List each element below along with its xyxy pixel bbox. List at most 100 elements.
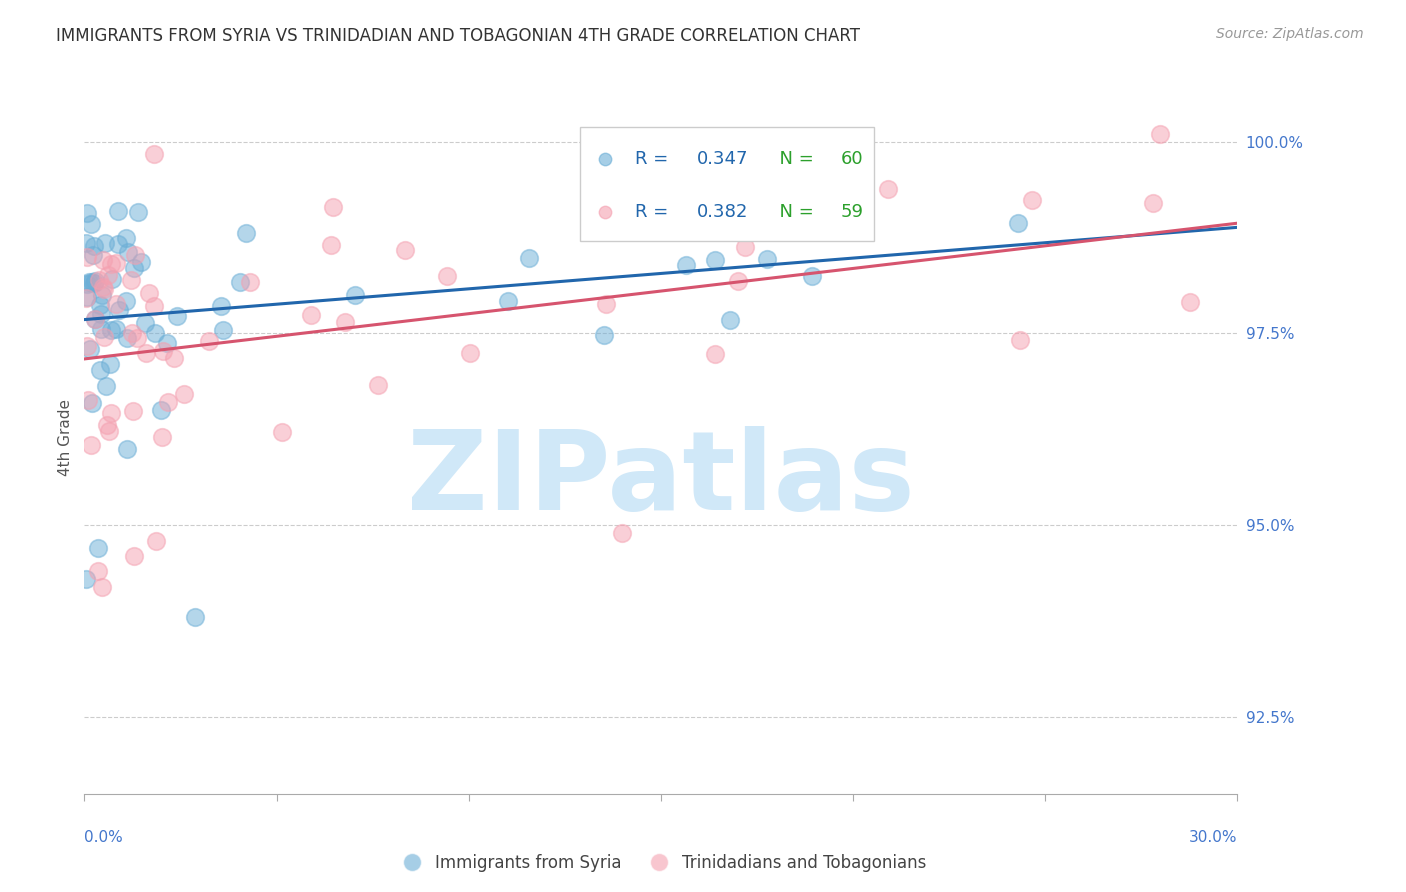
Point bbox=[229, 275, 252, 289]
Point bbox=[517, 251, 540, 265]
Point bbox=[100, 257, 122, 271]
Point bbox=[107, 236, 129, 251]
Point bbox=[124, 248, 146, 262]
Point bbox=[101, 272, 124, 286]
Point bbox=[91, 279, 114, 293]
Point bbox=[163, 351, 186, 366]
Text: 0.347: 0.347 bbox=[696, 150, 748, 168]
Point bbox=[143, 326, 166, 340]
Point bbox=[84, 311, 107, 326]
Point bbox=[89, 298, 111, 312]
Point bbox=[149, 402, 172, 417]
Point bbox=[75, 572, 97, 586]
Point bbox=[173, 387, 195, 401]
Point bbox=[703, 252, 725, 267]
Point bbox=[82, 396, 104, 410]
Point bbox=[662, 219, 685, 234]
Point bbox=[107, 303, 129, 318]
Point bbox=[93, 330, 115, 344]
Text: 60: 60 bbox=[841, 150, 863, 168]
Point bbox=[1149, 127, 1171, 141]
Point bbox=[96, 268, 118, 282]
Text: ZIPatlas: ZIPatlas bbox=[406, 426, 915, 533]
Point bbox=[1007, 216, 1029, 230]
Point bbox=[1142, 196, 1164, 211]
Point bbox=[84, 312, 107, 326]
Point bbox=[94, 378, 117, 392]
Point bbox=[91, 252, 114, 267]
Point bbox=[135, 346, 157, 360]
Point bbox=[98, 424, 121, 438]
Point bbox=[756, 252, 779, 266]
Point bbox=[83, 274, 105, 288]
Point bbox=[129, 255, 152, 269]
Point bbox=[89, 363, 111, 377]
Point bbox=[82, 247, 104, 261]
Point bbox=[142, 147, 165, 161]
Point bbox=[322, 200, 344, 214]
Point bbox=[496, 293, 519, 308]
Point bbox=[121, 404, 143, 418]
Point bbox=[343, 287, 366, 301]
Point bbox=[80, 438, 103, 452]
Point bbox=[152, 344, 174, 359]
Point bbox=[157, 395, 180, 409]
Point bbox=[1178, 295, 1201, 310]
Point bbox=[458, 346, 481, 360]
Point bbox=[718, 313, 741, 327]
Point bbox=[114, 293, 136, 308]
Point bbox=[107, 204, 129, 219]
Point bbox=[675, 258, 697, 272]
Point bbox=[124, 261, 146, 276]
Point bbox=[184, 610, 207, 624]
Point bbox=[79, 342, 101, 356]
Legend: Immigrants from Syria, Trinidadians and Tobagonians: Immigrants from Syria, Trinidadians and … bbox=[388, 847, 934, 879]
Point bbox=[734, 240, 756, 254]
Point bbox=[299, 308, 322, 322]
Point bbox=[83, 238, 105, 252]
Point bbox=[82, 275, 104, 289]
Point bbox=[115, 330, 138, 344]
Point bbox=[87, 273, 110, 287]
Point bbox=[271, 425, 294, 440]
Point bbox=[75, 291, 97, 305]
Point bbox=[83, 276, 105, 290]
Point bbox=[156, 335, 179, 350]
Point bbox=[703, 347, 725, 361]
Point bbox=[198, 334, 221, 349]
Point bbox=[104, 321, 127, 335]
Point bbox=[76, 290, 98, 304]
Point bbox=[105, 256, 128, 270]
Point bbox=[77, 393, 100, 408]
Point bbox=[90, 307, 112, 321]
Point bbox=[104, 296, 127, 310]
Point bbox=[610, 526, 633, 541]
Point bbox=[90, 288, 112, 302]
Point bbox=[100, 406, 122, 420]
Point bbox=[76, 250, 98, 264]
Point bbox=[235, 226, 257, 240]
Text: 0.0%: 0.0% bbox=[84, 830, 124, 845]
Point bbox=[76, 339, 98, 353]
Point bbox=[76, 277, 98, 291]
Point bbox=[80, 217, 103, 231]
Point bbox=[77, 275, 100, 289]
Text: 0.382: 0.382 bbox=[696, 203, 748, 221]
Point bbox=[239, 276, 262, 290]
Point bbox=[90, 322, 112, 336]
Point bbox=[166, 309, 188, 323]
Text: R =: R = bbox=[636, 203, 675, 221]
Point bbox=[93, 282, 115, 296]
Point bbox=[211, 299, 233, 313]
Y-axis label: 4th Grade: 4th Grade bbox=[58, 399, 73, 475]
Text: 59: 59 bbox=[841, 203, 863, 221]
Point bbox=[808, 220, 831, 235]
Point bbox=[134, 316, 156, 330]
Point bbox=[436, 269, 458, 284]
Point bbox=[394, 243, 416, 257]
Text: N =: N = bbox=[768, 203, 820, 221]
Point bbox=[91, 580, 114, 594]
Point bbox=[117, 244, 139, 259]
Text: N =: N = bbox=[768, 150, 820, 168]
Point bbox=[212, 323, 235, 337]
